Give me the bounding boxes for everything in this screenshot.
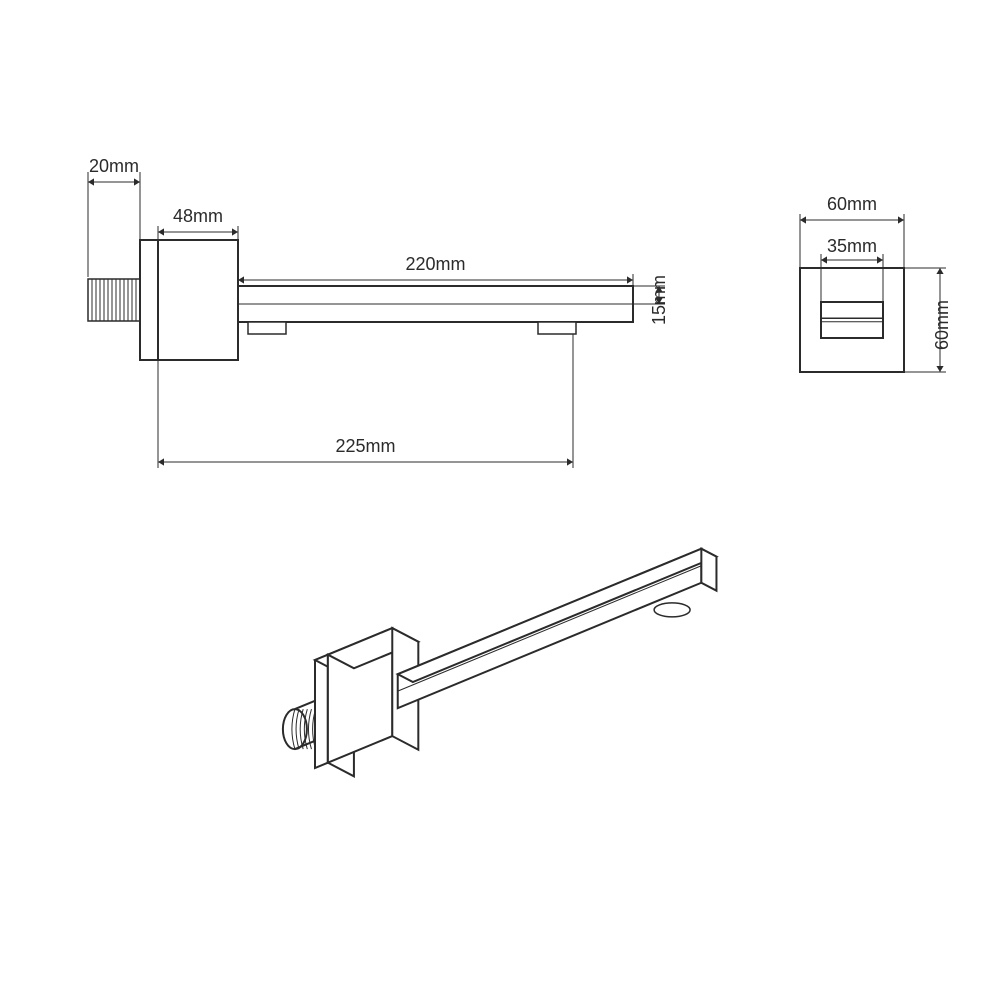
svg-text:60mm: 60mm — [827, 194, 877, 214]
svg-text:60mm: 60mm — [932, 300, 952, 350]
svg-text:48mm: 48mm — [173, 206, 223, 226]
svg-text:225mm: 225mm — [335, 436, 395, 456]
svg-text:15mm: 15mm — [649, 275, 669, 325]
svg-text:20mm: 20mm — [89, 156, 139, 176]
svg-text:220mm: 220mm — [405, 254, 465, 274]
svg-text:35mm: 35mm — [827, 236, 877, 256]
